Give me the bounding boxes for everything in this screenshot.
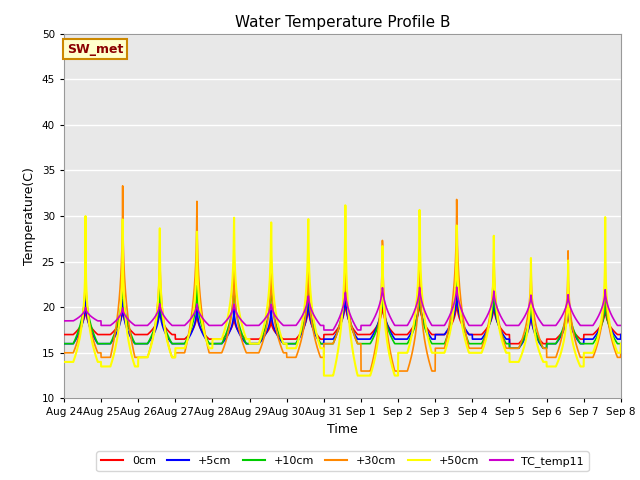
Legend: 0cm, +5cm, +10cm, +30cm, +50cm, TC_temp11: 0cm, +5cm, +10cm, +30cm, +50cm, TC_temp1… bbox=[96, 451, 589, 471]
+30cm bbox=[60, 350, 68, 356]
+5cm bbox=[506, 345, 513, 351]
TC_temp11 bbox=[547, 323, 554, 328]
Line: 0cm: 0cm bbox=[64, 300, 621, 344]
+30cm bbox=[357, 368, 365, 374]
+30cm bbox=[547, 354, 554, 360]
+10cm bbox=[506, 345, 513, 351]
+5cm bbox=[60, 341, 68, 347]
+10cm bbox=[60, 341, 68, 347]
TC_temp11 bbox=[320, 327, 328, 333]
0cm bbox=[298, 329, 305, 335]
+10cm bbox=[547, 341, 554, 347]
TC_temp11 bbox=[298, 314, 305, 320]
+50cm bbox=[298, 323, 305, 329]
TC_temp11 bbox=[453, 284, 461, 290]
0cm bbox=[124, 323, 131, 329]
Y-axis label: Temperature(C): Temperature(C) bbox=[23, 167, 36, 265]
+5cm bbox=[617, 332, 625, 337]
+10cm bbox=[124, 320, 131, 326]
+30cm bbox=[298, 335, 306, 340]
+50cm bbox=[274, 319, 282, 325]
0cm bbox=[274, 332, 282, 337]
+50cm bbox=[341, 203, 349, 208]
0cm bbox=[157, 312, 164, 318]
+5cm bbox=[274, 333, 282, 338]
+10cm bbox=[453, 264, 461, 270]
0cm bbox=[60, 332, 68, 337]
+30cm bbox=[157, 284, 164, 289]
+50cm bbox=[157, 279, 164, 285]
0cm bbox=[617, 332, 625, 337]
TC_temp11 bbox=[274, 316, 282, 322]
0cm bbox=[547, 336, 554, 342]
+50cm bbox=[547, 364, 554, 370]
TC_temp11 bbox=[606, 310, 614, 315]
Line: +10cm: +10cm bbox=[64, 267, 621, 348]
+50cm bbox=[124, 332, 131, 337]
0cm bbox=[453, 298, 461, 303]
Title: Water Temperature Profile B: Water Temperature Profile B bbox=[235, 15, 450, 30]
+30cm bbox=[617, 350, 625, 356]
+30cm bbox=[274, 333, 282, 338]
0cm bbox=[506, 341, 513, 347]
+5cm bbox=[547, 341, 554, 347]
Line: +50cm: +50cm bbox=[64, 205, 621, 375]
+50cm bbox=[606, 324, 614, 330]
+30cm bbox=[124, 312, 132, 317]
+10cm bbox=[617, 341, 625, 347]
TC_temp11 bbox=[617, 323, 625, 328]
Line: TC_temp11: TC_temp11 bbox=[64, 287, 621, 330]
+5cm bbox=[453, 290, 461, 296]
+5cm bbox=[606, 324, 614, 330]
Line: +5cm: +5cm bbox=[64, 293, 621, 348]
TC_temp11 bbox=[124, 316, 131, 322]
Text: SW_met: SW_met bbox=[67, 43, 123, 56]
TC_temp11 bbox=[157, 305, 164, 311]
+10cm bbox=[606, 327, 614, 333]
X-axis label: Time: Time bbox=[327, 423, 358, 436]
+50cm bbox=[617, 341, 625, 347]
+50cm bbox=[320, 372, 328, 378]
+10cm bbox=[274, 326, 282, 332]
0cm bbox=[606, 324, 614, 329]
TC_temp11 bbox=[60, 318, 68, 324]
+5cm bbox=[298, 331, 305, 336]
+10cm bbox=[298, 327, 305, 333]
Line: +30cm: +30cm bbox=[64, 186, 621, 371]
+10cm bbox=[157, 302, 164, 308]
+5cm bbox=[157, 313, 164, 319]
+30cm bbox=[119, 183, 127, 189]
+5cm bbox=[124, 327, 131, 333]
+50cm bbox=[60, 359, 68, 365]
+30cm bbox=[606, 330, 614, 336]
